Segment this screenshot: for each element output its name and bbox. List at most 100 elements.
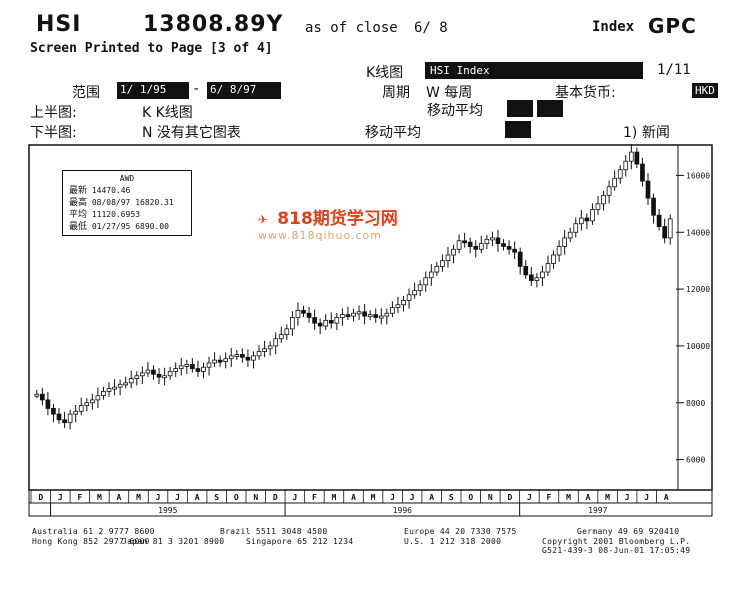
- candle-body: [290, 317, 295, 330]
- ma-upper-field-2[interactable]: [537, 100, 563, 117]
- candle-body: [512, 248, 517, 253]
- candle-body: [534, 277, 540, 281]
- candle-body: [123, 382, 129, 386]
- candle-body: [656, 214, 662, 227]
- ma-label-upper: 移动平均: [427, 103, 483, 119]
- candle-body: [273, 338, 279, 347]
- chart-type-field[interactable]: HSI Index: [425, 62, 643, 79]
- candle-body: [167, 371, 173, 377]
- range-label: 范围: [72, 85, 100, 101]
- candle-body: [173, 368, 179, 372]
- candle-body: [295, 309, 301, 318]
- candle-body: [178, 365, 184, 370]
- candle-body: [89, 399, 95, 404]
- candle-body: [217, 359, 223, 363]
- candle-body: [606, 186, 612, 196]
- candle-body: [612, 177, 618, 188]
- month-tick-label: M: [97, 493, 102, 502]
- candle-body: [134, 375, 140, 379]
- legend-row: 平均 11120.6953: [69, 210, 141, 220]
- month-tick-label: D: [38, 493, 43, 502]
- candle-body: [156, 373, 162, 378]
- candle-body: [401, 300, 406, 306]
- month-tick-label: N: [253, 493, 258, 502]
- candle-body: [51, 408, 56, 415]
- period-label: 周期: [382, 85, 410, 101]
- candle-body: [406, 294, 412, 301]
- month-tick-label: F: [547, 493, 552, 502]
- candle-body: [195, 368, 201, 372]
- candle-body: [417, 284, 423, 291]
- candle-body: [267, 345, 273, 350]
- candle-body: [423, 277, 429, 286]
- candle-body: [462, 240, 467, 244]
- candle-body: [540, 271, 545, 279]
- candle-body: [340, 314, 345, 318]
- y-tick-label: 8000: [686, 399, 705, 408]
- candle-body: [278, 334, 284, 340]
- month-tick-label: S: [214, 493, 219, 502]
- chart-type-value: HSI Index: [427, 63, 493, 78]
- month-tick-label: F: [77, 493, 82, 502]
- month-tick-label: M: [136, 493, 141, 502]
- candle-body: [628, 151, 634, 162]
- legend-row: 最高 08/08/97 16820.31: [69, 198, 174, 208]
- candle-body: [428, 271, 434, 279]
- as-of-date: 6/ 8: [414, 20, 448, 36]
- range-start-field[interactable]: 1/ 1/95: [117, 82, 189, 99]
- candle-body: [667, 218, 673, 239]
- candle-body: [356, 311, 362, 315]
- candle-body: [145, 369, 151, 374]
- candle-body: [434, 265, 440, 273]
- month-tick-label: J: [58, 493, 63, 502]
- candle-body: [190, 363, 195, 370]
- candle-body: [601, 194, 606, 205]
- chart-type-label: K线图: [366, 65, 404, 81]
- candle-body: [384, 312, 390, 317]
- year-label: 1997: [588, 506, 607, 515]
- currency-field[interactable]: HKD: [692, 83, 718, 98]
- candle-body: [412, 290, 417, 296]
- range-end-field[interactable]: 6/ 8/97: [207, 82, 281, 99]
- month-tick-label: A: [195, 493, 200, 502]
- candle-body: [240, 354, 245, 358]
- month-tick-label: A: [429, 493, 434, 502]
- candle-body: [390, 307, 395, 314]
- ma-lower-field[interactable]: [505, 121, 531, 138]
- y-tick-label: 14000: [686, 228, 710, 237]
- candle-body: [251, 355, 256, 361]
- month-tick-label: D: [507, 493, 512, 502]
- candle-body: [378, 315, 384, 319]
- candle-body: [39, 393, 45, 401]
- watermark-brand: ✈ 818期货学习网: [258, 209, 398, 229]
- candle-body: [634, 151, 640, 165]
- candle-body: [212, 359, 217, 364]
- candle-body: [62, 419, 67, 424]
- candle-body: [478, 243, 484, 250]
- price: 13808.89Y: [143, 12, 284, 37]
- footer-contacts-2: Hong Kong 852 2977 6000 Japan 81 3 3201 …: [32, 537, 691, 546]
- candle-body: [651, 197, 656, 216]
- period-value[interactable]: W 每周: [426, 85, 473, 101]
- candle-body: [95, 395, 101, 401]
- news-link[interactable]: 1) 新闻: [623, 125, 670, 141]
- lower-chart-label: 下半图:: [30, 125, 77, 141]
- lower-chart-value[interactable]: N 没有其它图表: [142, 125, 241, 141]
- y-tick-label: 16000: [686, 171, 710, 180]
- ma-upper-field-1[interactable]: [507, 100, 533, 117]
- candle-body: [206, 362, 212, 368]
- month-tick-label: S: [449, 493, 454, 502]
- candle-body: [623, 160, 629, 171]
- candle-body: [312, 317, 317, 324]
- flame-icon: ✈: [258, 209, 268, 228]
- candle-body: [645, 180, 651, 199]
- legend-title: AWD: [119, 174, 135, 183]
- month-tick-label: J: [156, 493, 161, 502]
- month-tick-label: J: [527, 493, 532, 502]
- month-tick-label: J: [644, 493, 649, 502]
- candle-body: [284, 328, 290, 335]
- candle-body: [228, 355, 234, 360]
- candle-body: [573, 223, 579, 233]
- upper-chart-value[interactable]: K K线图: [142, 105, 193, 121]
